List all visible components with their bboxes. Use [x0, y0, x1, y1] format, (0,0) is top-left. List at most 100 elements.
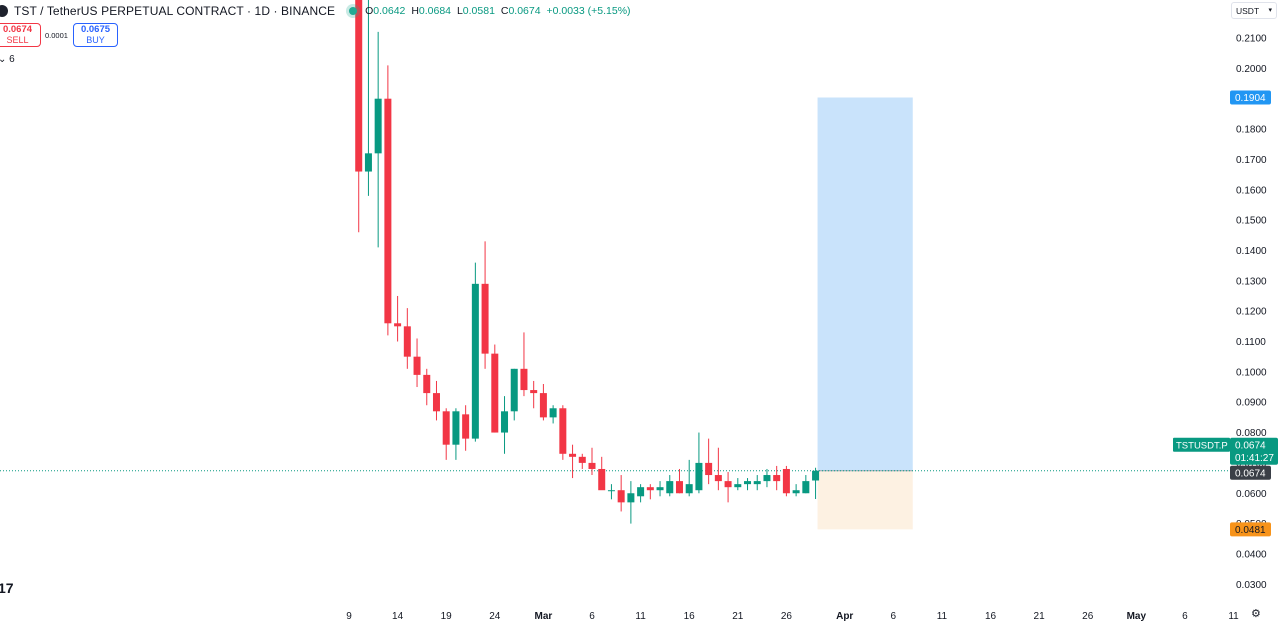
- open-value: 0.0642: [373, 5, 406, 17]
- candle-body: [355, 0, 363, 172]
- candle-body: [559, 408, 567, 454]
- y-tick-label: 0.1000: [1236, 367, 1267, 378]
- candle-body: [384, 98, 392, 324]
- candle-body: [656, 487, 664, 491]
- candle-body: [763, 475, 771, 482]
- candle-body: [773, 475, 781, 482]
- x-tick-label: 26: [1082, 611, 1094, 621]
- tradingview-logo[interactable]: 17: [0, 580, 14, 596]
- x-tick-label: Mar: [535, 611, 553, 621]
- entry-price-tag: 0.0674: [1235, 468, 1266, 479]
- candle-body: [714, 475, 722, 482]
- currency-button[interactable]: USDT ▾: [1231, 2, 1277, 19]
- y-tick-label: 0.1300: [1236, 276, 1267, 287]
- candle-body: [782, 468, 790, 494]
- spread-value: 0.0001: [45, 31, 68, 40]
- x-tick-label: Apr: [836, 611, 853, 621]
- candle-body: [549, 408, 557, 418]
- plot-area: [0, 0, 1228, 530]
- candle-body: [423, 374, 431, 394]
- sell-label: SELL: [6, 35, 29, 45]
- candle-body: [744, 481, 752, 485]
- currency-label: USDT: [1236, 5, 1260, 16]
- candle-body: [753, 481, 761, 485]
- indicators-count: 6: [9, 54, 15, 65]
- y-tick-label: 0.1600: [1236, 185, 1267, 196]
- candle-body: [510, 368, 518, 412]
- candle-body: [578, 456, 586, 463]
- high-value: 0.0684: [418, 5, 452, 17]
- candle-body: [491, 353, 499, 433]
- indicators-toggle[interactable]: ⌄ 6: [0, 54, 15, 65]
- candle-body: [481, 283, 489, 354]
- candle-body: [812, 470, 820, 481]
- y-tick-label: 0.1700: [1236, 155, 1267, 166]
- buy-button[interactable]: 0.0675 BUY: [73, 23, 118, 47]
- candle-body: [530, 390, 538, 394]
- candle-body: [569, 453, 577, 457]
- countdown-tag: 01:41:27: [1235, 453, 1274, 464]
- sell-price: 0.0674: [2, 24, 33, 35]
- change-value: +0.0033 (+5.15%): [546, 5, 631, 17]
- x-tick-label: 6: [589, 611, 595, 621]
- stop-zone: [817, 470, 913, 530]
- candle-body: [520, 368, 528, 391]
- x-tick-label: 16: [684, 611, 696, 621]
- candle-body: [598, 468, 606, 491]
- target-zone: [817, 97, 913, 471]
- candle-body: [734, 484, 742, 488]
- candle-body: [364, 153, 372, 172]
- candle-body: [452, 411, 460, 445]
- x-tick-label: 21: [732, 611, 744, 621]
- chevron-down-icon: ▾: [1268, 7, 1272, 14]
- target-price-tag-bg: [1230, 90, 1271, 105]
- symbol-title[interactable]: TST / TetherUS PERPETUAL CONTRACT · 1D ·…: [14, 4, 336, 18]
- candle-body: [501, 411, 509, 433]
- candle-body: [471, 283, 479, 439]
- x-tick-label: 6: [891, 611, 897, 621]
- chart-header: TST / TetherUS PERPETUAL CONTRACT · 1D ·…: [0, 2, 631, 20]
- x-tick-label: 14: [392, 611, 404, 621]
- target-price-tag: 0.1904: [1235, 93, 1266, 104]
- candle-body: [705, 462, 713, 476]
- y-tick-label: 0.1200: [1236, 307, 1267, 318]
- x-tick-label: 9: [346, 611, 352, 621]
- chevron-down-icon: ⌄: [0, 54, 7, 65]
- stop-price-tag: 0.0481: [1235, 525, 1266, 536]
- candle-body: [607, 490, 615, 492]
- x-tick-label: 19: [441, 611, 453, 621]
- y-tick-label: 0.0600: [1236, 489, 1267, 500]
- ohlc-legend: O0.0642 H0.0684 L0.0581 C0.0674 +0.0033 …: [365, 5, 631, 17]
- y-tick-label: 0.0400: [1236, 549, 1267, 560]
- x-tick-label: May: [1127, 611, 1147, 621]
- y-tick-label: 0.1400: [1236, 246, 1267, 257]
- x-tick-label: 11: [937, 611, 948, 621]
- candle-body: [802, 481, 810, 494]
- candle-body: [666, 481, 674, 494]
- candle-body: [403, 326, 411, 357]
- sell-button[interactable]: 0.0674 SELL: [0, 23, 41, 47]
- y-tick-label: 0.0900: [1236, 398, 1267, 409]
- close-value: 0.0674: [508, 5, 541, 17]
- candle-body: [462, 414, 470, 439]
- candle-body: [374, 98, 382, 154]
- y-tick-label: 0.1800: [1236, 125, 1267, 136]
- buy-price: 0.0675: [80, 24, 111, 35]
- y-tick-label: 0.0300: [1236, 580, 1267, 591]
- symbol-logo-icon: [0, 5, 8, 17]
- x-tick-label: 26: [781, 611, 793, 621]
- candle-body: [432, 393, 440, 412]
- x-tick-label: 24: [489, 611, 501, 621]
- stop-price-tag-bg: [1230, 522, 1271, 537]
- last-price-tag: 0.0674: [1235, 440, 1266, 451]
- symbol-tag-bg: [1173, 437, 1230, 452]
- x-tick-label: 21: [1034, 611, 1046, 621]
- y-tick-label: 0.2000: [1236, 64, 1267, 75]
- x-tick-label: 6: [1182, 611, 1188, 621]
- candle-body: [539, 393, 547, 418]
- candle-body: [695, 462, 703, 491]
- buy-label: BUY: [86, 35, 105, 45]
- y-tick-label: 0.1100: [1236, 337, 1266, 348]
- settings-icon[interactable]: ⚙: [1251, 608, 1261, 620]
